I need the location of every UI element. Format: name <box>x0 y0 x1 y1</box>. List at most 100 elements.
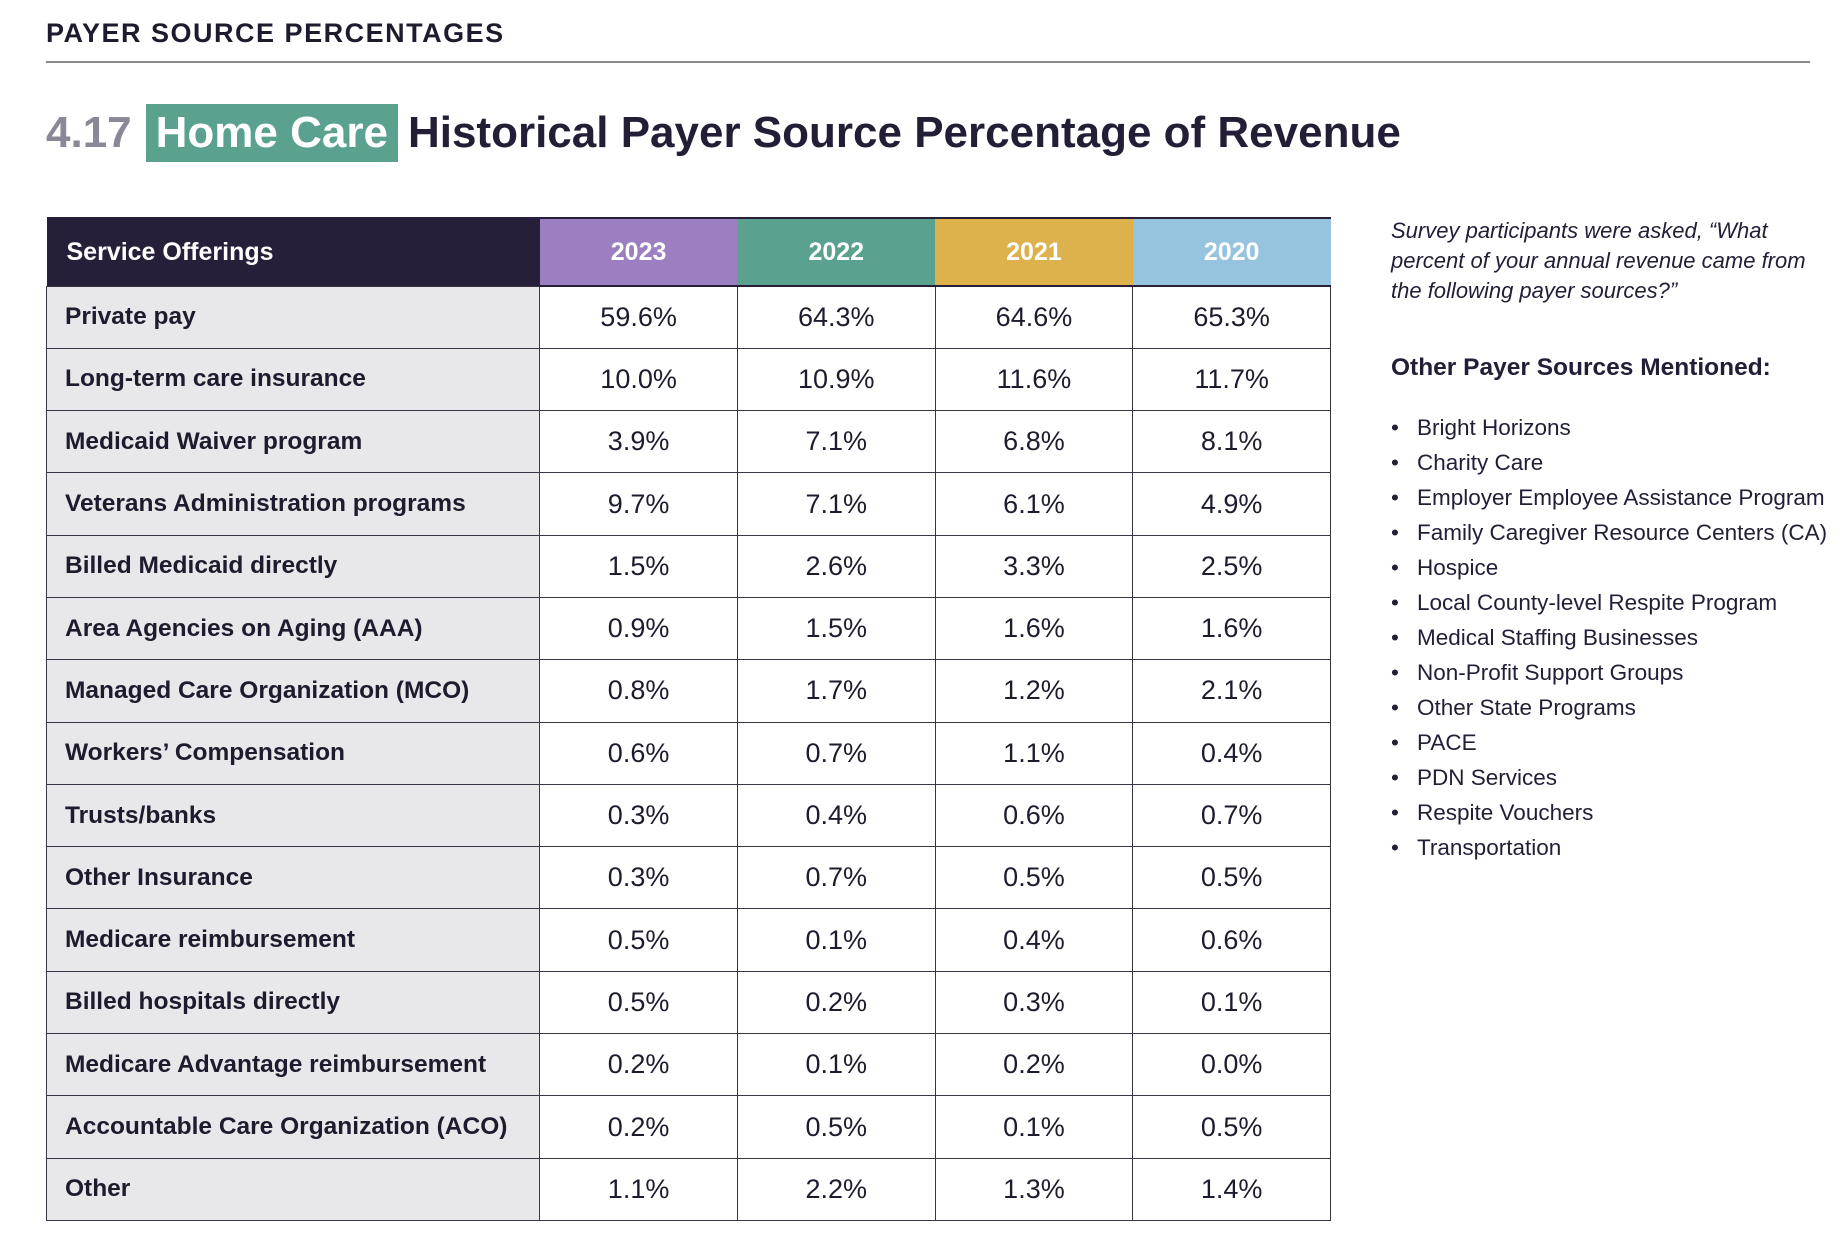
value-cell: 3.3% <box>934 534 1134 598</box>
table-row: Managed Care Organization (MCO) 0.8% 1.7% 1… <box>45 659 1331 723</box>
header-service-offerings: Service Offerings <box>46 217 540 286</box>
value-cell: 2.2% <box>736 1157 936 1221</box>
value-cell: 1.6% <box>1132 596 1331 661</box>
table-row: Other 1.1% 2.2% 1.3% 1.4% <box>45 1157 1331 1221</box>
value-cell: 0.5% <box>934 846 1134 910</box>
list-item: • Hospice <box>1391 550 1831 585</box>
other-sources-heading: Other Payer Sources Mentioned: <box>1391 354 1771 381</box>
bullet-icon: • <box>1391 695 1399 720</box>
row-label: Long-term care insurance <box>45 347 541 412</box>
bullet-icon: • <box>1391 660 1399 685</box>
value-cell: 7.1% <box>736 472 936 536</box>
row-label: Veterans Administration programs <box>45 472 541 536</box>
table-row: Area Agencies on Aging (AAA) 0.9% 1.5% 1.6%… <box>45 596 1331 661</box>
value-cell: 1.4% <box>1132 1157 1331 1221</box>
value-cell: 0.1% <box>736 908 936 972</box>
value-cell: 0.5% <box>736 1095 936 1159</box>
list-item: • Local County-level Respite Program <box>1391 585 1831 620</box>
row-label: Billed Medicaid directly <box>45 534 541 598</box>
value-cell: 0.6% <box>1132 908 1331 972</box>
value-cell: 0.5% <box>539 908 738 972</box>
row-label: Workers’ Compensation <box>45 721 541 785</box>
list-item: • Transportation <box>1391 830 1831 865</box>
table-row: Long-term care insurance 10.0% 10.9% 11.6% 1… <box>45 347 1331 412</box>
value-cell: 10.0% <box>539 347 738 412</box>
value-cell: 0.7% <box>736 846 936 910</box>
list-item: • Charity Care <box>1391 445 1831 480</box>
list-item-text: PACE <box>1417 730 1477 755</box>
list-item-text: Bright Horizons <box>1417 415 1571 440</box>
list-item: • Family Caregiver Resource Centers (CA) <box>1391 515 1831 550</box>
list-item: • Other State Programs <box>1391 690 1831 725</box>
value-cell: 3.9% <box>539 410 738 474</box>
row-label: Medicaid Waiver program <box>45 410 541 474</box>
sidebar: Survey participants were asked, “What pe… <box>1391 216 1831 865</box>
value-cell: 0.8% <box>539 659 738 723</box>
value-cell: 7.1% <box>736 410 936 474</box>
other-sources-list: • Bright Horizons • Charity Care • Employer E… <box>1391 410 1831 865</box>
value-cell: 1.7% <box>736 659 936 723</box>
list-item: • Employer Employee Assistance Program <box>1391 480 1831 515</box>
list-item: • Respite Vouchers <box>1391 795 1831 830</box>
bullet-icon: • <box>1391 485 1399 510</box>
row-label: Other <box>45 1157 541 1221</box>
table-row: Billed hospitals directly 0.5% 0.2% 0.3% 0.1… <box>45 970 1331 1035</box>
row-label: Other Insurance <box>45 846 541 910</box>
survey-question: Survey participants were asked, “What pe… <box>1391 218 1806 303</box>
value-cell: 0.7% <box>736 721 936 785</box>
payer-source-table: Service Offerings 2023 2022 2021 2020 Priva… <box>45 217 1331 1221</box>
value-cell: 1.3% <box>934 1157 1134 1221</box>
table-row: Accountable Care Organization (ACO) 0.2% 0… <box>45 1095 1331 1159</box>
table-row: Billed Medicaid directly 1.5% 2.6% 3.3% 2.5% <box>45 534 1331 598</box>
bullet-icon: • <box>1391 835 1399 860</box>
value-cell: 0.1% <box>1132 970 1331 1035</box>
value-cell: 0.6% <box>934 783 1134 848</box>
title-text: Historical Payer Source Percentage of Re… <box>407 108 1401 157</box>
value-cell: 0.2% <box>539 1095 738 1159</box>
list-item-text: Other State Programs <box>1417 695 1636 720</box>
bullet-icon: • <box>1391 625 1399 650</box>
value-cell: 1.6% <box>934 596 1134 661</box>
list-item-text: Local County-level Respite Program <box>1417 590 1778 615</box>
value-cell: 0.6% <box>539 721 738 785</box>
value-cell: 2.1% <box>1132 659 1331 723</box>
value-cell: 11.6% <box>934 347 1134 412</box>
row-label: Medicare Advantage reimbursement <box>45 1033 541 1097</box>
header-year-2023: 2023 <box>539 217 738 287</box>
value-cell: 1.1% <box>539 1157 738 1221</box>
list-item-text: PDN Services <box>1417 765 1558 790</box>
list-item-text: Employer Employee Assistance Program <box>1417 485 1825 510</box>
value-cell: 64.3% <box>736 285 936 349</box>
figure-number: 4.17 <box>46 108 132 157</box>
bullet-icon: • <box>1391 450 1399 475</box>
value-cell: 1.5% <box>736 596 936 661</box>
divider <box>46 61 1810 63</box>
value-cell: 0.5% <box>539 970 738 1035</box>
row-label: Trusts/banks <box>45 783 541 848</box>
value-cell: 2.5% <box>1132 534 1331 598</box>
category-tag: Home Care <box>145 104 398 162</box>
value-cell: 0.5% <box>1132 1095 1331 1159</box>
page-title: 4.17 Home Care Historical Payer Source P… <box>46 104 1401 162</box>
list-item-text: Hospice <box>1417 555 1499 580</box>
value-cell: 4.9% <box>1132 472 1331 536</box>
value-cell: 0.4% <box>934 908 1134 972</box>
value-cell: 6.8% <box>934 410 1134 474</box>
value-cell: 0.3% <box>539 783 738 848</box>
value-cell: 11.7% <box>1132 347 1331 412</box>
list-item: • PDN Services <box>1391 760 1831 795</box>
row-label: Billed hospitals directly <box>45 970 541 1035</box>
header-year-2022: 2022 <box>737 217 936 287</box>
table-row: Veterans Administration programs 9.7% 7.1%… <box>45 472 1331 536</box>
bullet-icon: • <box>1391 590 1399 615</box>
value-cell: 0.3% <box>934 970 1134 1035</box>
list-item-text: Respite Vouchers <box>1417 800 1594 825</box>
value-cell: 1.5% <box>539 534 738 598</box>
value-cell: 1.2% <box>934 659 1134 723</box>
table-row: Medicaid Waiver program 3.9% 7.1% 6.8% 8.1% <box>45 410 1331 474</box>
header-year-2020: 2020 <box>1132 217 1331 287</box>
value-cell: 9.7% <box>539 472 738 536</box>
section-heading: PAYER SOURCE PERCENTAGES <box>46 18 505 48</box>
bullet-icon: • <box>1391 800 1399 825</box>
bullet-icon: • <box>1391 765 1399 790</box>
